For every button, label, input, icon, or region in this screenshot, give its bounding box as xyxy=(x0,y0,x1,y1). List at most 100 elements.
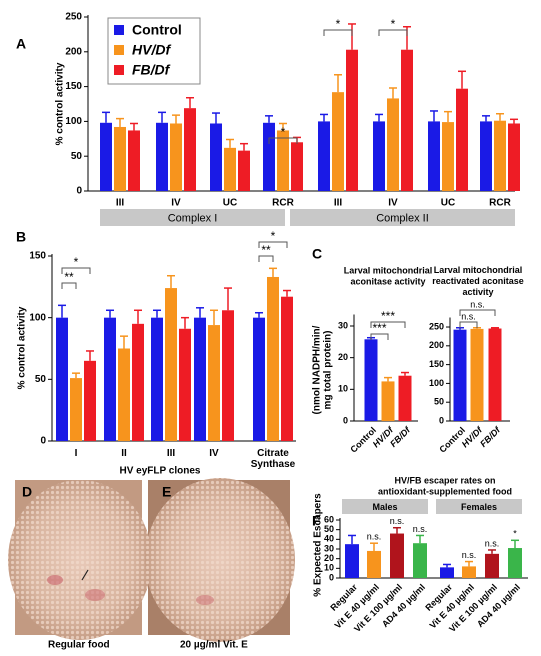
bar xyxy=(470,328,484,421)
y-tick-label: 50 xyxy=(35,374,47,385)
y-axis-label: (nmol NADPH/min/mg total protein) xyxy=(311,325,333,414)
panel-letter: A xyxy=(16,36,26,52)
clone xyxy=(196,595,214,605)
y-tick-label: 100 xyxy=(29,312,46,323)
image-title: HV eyFLP clones xyxy=(120,466,201,477)
significance-bracket xyxy=(268,137,298,144)
y-tick-label: 100 xyxy=(429,378,444,388)
group-label: Females xyxy=(461,502,497,512)
legend-label: HV/Df xyxy=(132,42,171,58)
bar xyxy=(346,49,358,191)
bar xyxy=(390,533,404,578)
bar xyxy=(281,296,293,441)
significance-label: *** xyxy=(372,321,386,335)
x-tick-label: III xyxy=(334,198,343,209)
chart-title: Larval mitochondrial reactivated aconitas… xyxy=(432,265,524,297)
chart-title: HV/FB escaper rates on antioxidant-supple… xyxy=(378,476,512,497)
significance-label: * xyxy=(336,17,341,31)
bar xyxy=(84,360,96,441)
significance-label: n.s. xyxy=(367,532,382,542)
bar xyxy=(165,288,177,441)
y-tick-label: 20 xyxy=(324,553,334,563)
y-tick-label: 50 xyxy=(71,151,83,162)
bar xyxy=(128,130,140,191)
significance-label: n.s. xyxy=(413,524,428,534)
bar xyxy=(440,567,454,578)
bar xyxy=(170,123,182,191)
significance-bracket xyxy=(370,321,406,328)
significance-bracket xyxy=(370,333,389,340)
bar xyxy=(494,120,506,191)
bar xyxy=(480,121,492,191)
bar xyxy=(508,123,520,191)
y-tick-label: 150 xyxy=(429,359,444,369)
y-tick-label: 100 xyxy=(65,116,82,127)
significance-bracket xyxy=(258,255,274,262)
group-box xyxy=(290,209,515,226)
significance-bracket xyxy=(323,29,353,36)
y-tick-label: 30 xyxy=(324,543,334,553)
bar xyxy=(184,108,196,191)
panel-letter: D xyxy=(22,484,32,500)
significance-bracket xyxy=(258,241,288,248)
bar xyxy=(179,328,191,441)
x-tick-label: IV xyxy=(388,198,398,209)
bar xyxy=(267,276,279,441)
panel-letter: B xyxy=(16,229,26,245)
bar xyxy=(70,378,82,441)
group-box xyxy=(100,209,285,226)
x-tick-label: Citrate Synthase xyxy=(251,448,296,470)
legend-swatch xyxy=(114,25,124,35)
bar xyxy=(398,375,412,421)
bar xyxy=(238,150,250,191)
bar xyxy=(56,317,68,441)
bar xyxy=(253,317,265,441)
bar xyxy=(132,323,144,441)
bar xyxy=(462,566,476,578)
bar xyxy=(453,329,467,421)
image-caption: 20 µg/ml Vit. E xyxy=(180,640,248,651)
bar xyxy=(488,328,502,421)
panel-letter: F xyxy=(312,513,321,529)
group-box xyxy=(342,499,428,514)
bar xyxy=(508,548,522,578)
bar xyxy=(345,544,359,578)
bar xyxy=(224,147,236,191)
x-tick-label: FB/Df xyxy=(388,424,413,449)
bar xyxy=(208,325,220,441)
bar xyxy=(332,92,344,191)
bar xyxy=(428,121,440,191)
bar xyxy=(104,317,116,441)
x-tick-label: FB/Df xyxy=(478,424,503,449)
x-tick-label: UC xyxy=(223,198,237,209)
significance-label: n.s. xyxy=(470,299,485,309)
bar xyxy=(401,49,413,191)
x-tick-label: RCR xyxy=(272,198,294,209)
bar xyxy=(318,121,330,191)
clone xyxy=(85,589,105,601)
y-axis-label: % control activity xyxy=(17,306,28,389)
x-tick-label: IV xyxy=(209,448,219,459)
y-tick-label: 0 xyxy=(76,186,82,197)
legend-swatch xyxy=(114,65,124,75)
y-tick-label: 50 xyxy=(434,397,444,407)
y-tick-label: 0 xyxy=(439,415,444,425)
facets-e xyxy=(145,478,295,642)
legend-label: FB/Df xyxy=(132,62,171,78)
bar xyxy=(118,348,130,441)
bar xyxy=(413,543,427,578)
y-tick-label: 40 xyxy=(324,534,334,544)
x-tick-label: III xyxy=(116,198,125,209)
significance-bracket xyxy=(459,321,478,328)
y-tick-label: 0 xyxy=(40,436,46,447)
legend-label: Control xyxy=(132,22,182,38)
bar xyxy=(151,317,163,441)
panel-letter: E xyxy=(162,484,171,500)
y-tick-label: 0 xyxy=(329,572,334,582)
significance-label: * xyxy=(281,125,286,139)
significance-label: * xyxy=(74,255,79,269)
y-tick-label: 250 xyxy=(65,12,82,23)
y-tick-label: 0 xyxy=(343,415,348,425)
y-tick-label: 200 xyxy=(429,340,444,350)
